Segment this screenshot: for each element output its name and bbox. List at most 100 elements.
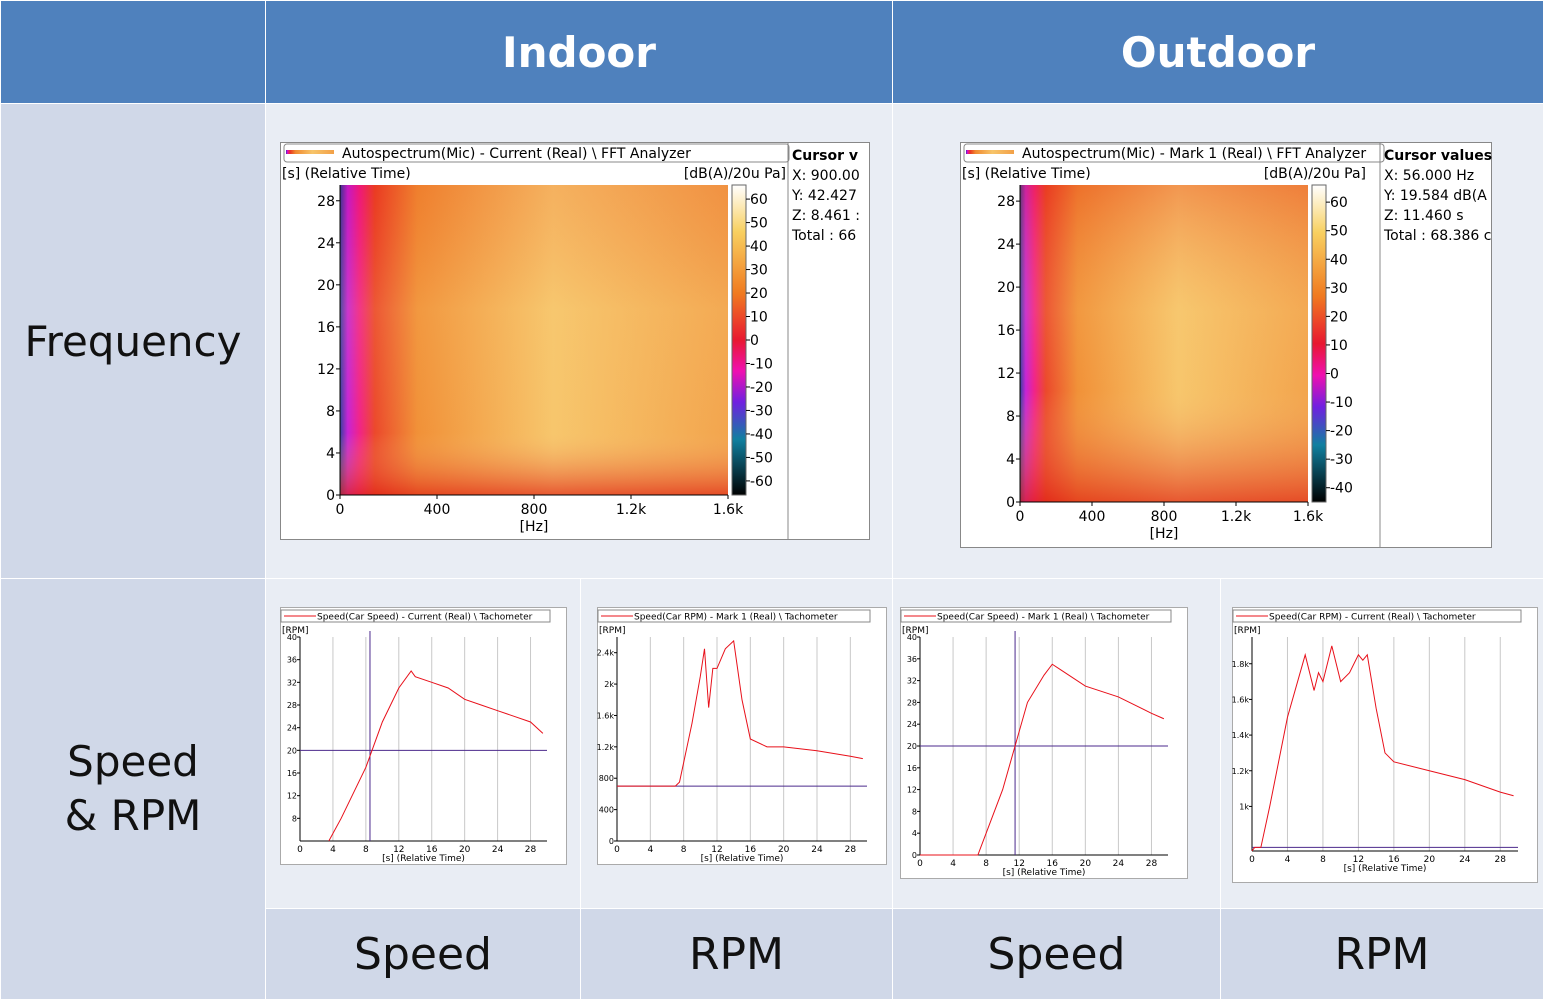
colorbar-tick-label: 50: [1330, 224, 1348, 240]
x-tick-label: 16: [745, 845, 757, 855]
y-tick-label: 12: [997, 366, 1015, 382]
y-tick-label: 28: [997, 194, 1015, 210]
x-tick-label: 24: [492, 845, 504, 855]
x-tick-label: 1.2k: [616, 502, 647, 518]
colorbar-tick-label: 30: [1330, 281, 1348, 297]
data-line: [617, 639, 863, 787]
legend-box: [597, 609, 871, 623]
y-tick-label: 4: [326, 446, 335, 462]
y-tick-label: 40: [907, 633, 917, 642]
spectrogram-panel: Autospectrum(Mic) - Mark 1 (Real) \ FFT …: [960, 142, 1492, 548]
y-tick-label: 20: [907, 742, 917, 751]
y-tick-label: 24: [287, 724, 297, 733]
y-axis-label: [RPM]: [599, 626, 625, 636]
legend-box: [1232, 609, 1522, 623]
colorbar-tick-label: -50: [750, 450, 773, 466]
colorbar-tick-label: 10: [750, 310, 768, 326]
x-tick-label: 4: [950, 859, 956, 869]
y-tick-label: 1k: [1239, 802, 1249, 811]
y-tick-label: 32: [907, 677, 917, 686]
legend-box: [283, 143, 790, 163]
colorbar-tick-label: 20: [750, 286, 768, 302]
y-tick-label: 0: [912, 851, 917, 860]
x-tick-label: 8: [983, 859, 989, 869]
colorbar-tick-label: 60: [750, 192, 768, 208]
x-tick-label: 16: [426, 845, 438, 855]
x-tick-label: 400: [1079, 509, 1106, 525]
y-tick-label: 28: [317, 194, 335, 210]
x-tick-label: 28: [845, 845, 857, 855]
x-tick-label: 4: [647, 845, 653, 855]
y-tick-label: 36: [287, 656, 297, 665]
cursor-value: Y: 42.427: [791, 188, 857, 204]
x-tick-label: 0: [336, 502, 345, 518]
colorbar-tick-label: -30: [750, 403, 773, 419]
y-tick-label: 8: [326, 404, 335, 420]
y-tick-label: 32: [287, 678, 297, 687]
x-tick-label: 400: [424, 502, 451, 518]
x-tick-label: 1.6k: [1293, 509, 1324, 525]
x-tick-label: 20: [1080, 859, 1092, 869]
y-axis-label: [s] (Relative Time): [962, 166, 1091, 182]
y-tick-label: 8: [1006, 409, 1015, 425]
x-tick-label: 8: [681, 845, 687, 855]
x-tick-label: 28: [1146, 859, 1158, 869]
chart-title: Speed(Car Speed) - Current (Real) \ Tach…: [317, 613, 533, 623]
colorbar-tick-label: -10: [750, 356, 773, 372]
chart-title: Speed(Car RPM) - Current (Real) \ Tachom…: [1269, 613, 1476, 623]
y-tick-label: 1.6k: [597, 711, 614, 720]
y-tick-label: 24: [907, 720, 917, 729]
y-tick-label: 16: [287, 769, 297, 778]
data-line: [328, 670, 544, 842]
z-axis-label: [dB(A)/20u Pa]: [1264, 166, 1366, 182]
x-tick-label: 0: [614, 845, 620, 855]
cursor-heading: Cursor v: [792, 148, 858, 164]
legend-box: [963, 143, 1385, 163]
x-tick-label: 0: [1016, 509, 1025, 525]
colorbar-tick-label: -30: [1330, 452, 1353, 468]
y-tick-label: 20: [997, 280, 1015, 296]
header-cell: Outdoor: [892, 0, 1544, 104]
x-tick-label: 0: [1249, 855, 1255, 865]
colorbar: [731, 184, 747, 496]
colorbar-tick-label: 40: [750, 239, 768, 255]
y-tick-label: 800: [599, 774, 614, 783]
colorbar-tick-label: -40: [1330, 481, 1353, 497]
spectrogram-shade: [1020, 185, 1308, 502]
y-tick-label: 24: [317, 236, 335, 252]
x-tick-label: 0: [297, 845, 303, 855]
cursor-value: X: 56.000 Hz: [1384, 168, 1474, 184]
colorbar-tick-label: -20: [750, 380, 773, 396]
colorbar-tick-label: -10: [1330, 395, 1353, 411]
spectrogram-panel: Autospectrum(Mic) - Current (Real) \ FFT…: [280, 142, 870, 540]
line-chart-panel: Speed(Car RPM) - Mark 1 (Real) \ Tachome…: [597, 607, 887, 865]
data-line: [1251, 645, 1514, 852]
colorbar-tick-label: 10: [1330, 338, 1348, 354]
column-label: RPM: [1220, 908, 1544, 1000]
y-tick-label: 12: [287, 792, 297, 801]
y-tick-label: 20: [287, 746, 297, 755]
y-tick-label: 0: [326, 488, 335, 504]
colorbar-tick-label: 0: [1330, 366, 1339, 382]
x-tick-label: 8: [1320, 855, 1326, 865]
colorbar-tick-label: 40: [1330, 252, 1348, 268]
panel-frame: [900, 607, 1188, 879]
y-axis-label: [RPM]: [902, 626, 928, 636]
x-axis-label: [Hz]: [1150, 526, 1179, 542]
cursor-value: Z: 11.460 s: [1384, 208, 1464, 224]
y-axis-label: [RPM]: [1234, 626, 1260, 636]
row-label: Frequency: [0, 103, 266, 579]
y-tick-label: 16: [997, 323, 1015, 339]
column-label: Speed: [892, 908, 1221, 1000]
y-tick-label: 28: [907, 698, 917, 707]
x-axis-label: [s] (Relative Time): [382, 854, 465, 864]
legend-swatch: [286, 150, 334, 154]
column-label: Speed: [265, 908, 581, 1000]
y-tick-label: 1.4k: [1232, 731, 1249, 740]
y-tick-label: 8: [912, 807, 917, 816]
colorbar: [1311, 184, 1327, 503]
cursor-heading: Cursor values: [1384, 148, 1492, 164]
x-axis-label: [Hz]: [520, 519, 549, 535]
x-tick-label: 12: [1353, 855, 1364, 865]
